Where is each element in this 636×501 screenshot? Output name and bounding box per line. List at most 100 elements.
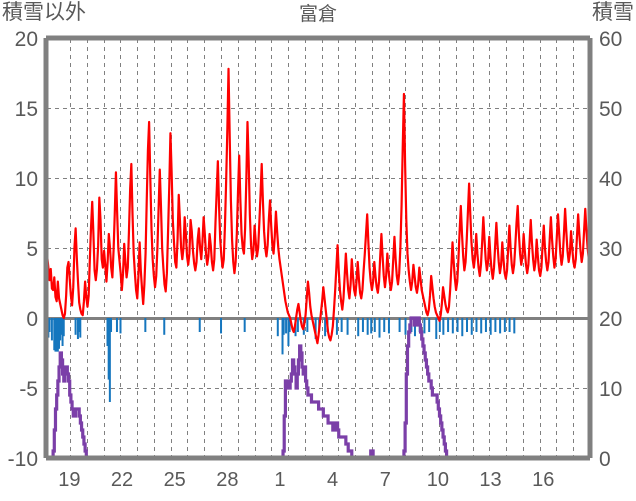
right-tick-label: 0	[599, 448, 611, 471]
x-tick-label: 19	[58, 469, 80, 491]
left-axis-title: 積雪以外	[2, 1, 86, 24]
precipitation-bar	[58, 318, 61, 349]
precipitation-bar	[276, 318, 279, 337]
precipitation-bar	[489, 318, 492, 335]
temperature-path	[44, 67, 592, 345]
x-tick-label: 7	[380, 469, 391, 491]
precipitation-bar	[398, 318, 401, 332]
precipitation-bar	[335, 318, 338, 335]
precipitation-bar	[413, 318, 416, 337]
right-tick-label: 30	[599, 238, 622, 261]
precipitation-bar	[503, 318, 506, 332]
precipitation-bar	[499, 318, 502, 334]
x-tick-label: 1	[274, 469, 285, 491]
x-tick-label: 13	[479, 469, 501, 491]
precipitation-bars	[47, 318, 516, 402]
precipitation-bar	[107, 318, 110, 380]
precipitation-bar	[281, 318, 284, 355]
precipitation-bar	[480, 318, 483, 334]
page-title: 富倉	[298, 4, 337, 25]
precipitation-bar	[288, 318, 291, 332]
temperature-line	[44, 67, 592, 345]
precipitation-bar	[110, 318, 113, 332]
precipitation-bar	[470, 318, 473, 335]
x-tick-label: 16	[532, 469, 554, 491]
precipitation-bar	[484, 318, 487, 332]
precipitation-bar	[50, 318, 53, 341]
precipitation-bar	[370, 318, 373, 334]
precipitation-bar	[513, 318, 516, 334]
precipitation-bar	[466, 318, 469, 332]
x-axis-tick-labels: 19 22 25 28 1 4 7 10 13 16	[58, 469, 554, 491]
left-tick-label: -5	[19, 378, 38, 401]
precipitation-bar	[144, 318, 147, 332]
precipitation-bar	[314, 318, 317, 339]
precipitation-bar	[361, 318, 364, 332]
precipitation-bar	[324, 318, 327, 337]
x-tick-label: 22	[111, 469, 133, 491]
precipitation-bar	[163, 318, 166, 335]
left-tick-label: -10	[8, 448, 38, 471]
left-tick-label: 10	[15, 168, 38, 191]
precipitation-bar	[508, 318, 511, 332]
precipitation-bar	[435, 318, 438, 339]
precipitation-bar	[48, 318, 51, 332]
precipitation-bar	[447, 318, 450, 332]
precipitation-bar	[53, 318, 56, 351]
precipitation-bar	[451, 318, 454, 334]
precipitation-bar	[475, 318, 478, 332]
precipitation-bar	[61, 318, 64, 346]
left-axis-tick-labels: 20 15 10 5 0 -5 -10	[8, 28, 38, 471]
x-tick-label: 4	[327, 469, 338, 491]
right-axis-title: 積雪	[592, 1, 634, 24]
precipitation-bar	[366, 318, 369, 335]
precipitation-bar	[282, 318, 285, 335]
x-tick-label: 25	[164, 469, 186, 491]
precipitation-bar	[74, 318, 77, 335]
right-tick-label: 40	[599, 168, 622, 191]
left-tick-label: 15	[15, 98, 38, 121]
precipitation-bar	[346, 318, 349, 335]
right-tick-label: 10	[599, 378, 622, 401]
precipitation-bar	[115, 318, 118, 332]
precipitation-bar	[404, 318, 407, 335]
precipitation-bar	[438, 318, 441, 332]
precipitation-bar	[108, 318, 111, 402]
precipitation-bar	[357, 318, 360, 337]
right-tick-label: 20	[599, 308, 622, 331]
precipitation-bar	[220, 318, 223, 334]
precipitation-bar	[494, 318, 497, 332]
precipitation-bar	[55, 318, 58, 352]
precipitation-bar	[461, 318, 464, 337]
precipitation-bar	[442, 318, 445, 335]
precipitation-bar	[76, 318, 79, 339]
precipitation-bar	[78, 318, 81, 332]
precipitation-bar	[285, 318, 288, 334]
precipitation-bar	[378, 318, 381, 338]
precipitation-bar	[373, 318, 376, 332]
precipitation-bar	[340, 318, 343, 332]
right-tick-label: 50	[599, 98, 622, 121]
precipitation-bar	[387, 318, 390, 334]
precipitation-bar	[296, 318, 299, 332]
precipitation-bar	[243, 318, 246, 332]
right-axis-tick-labels: 60 50 40 30 20 10 0	[599, 28, 622, 471]
precipitation-bar	[79, 318, 82, 338]
precipitation-bar	[54, 318, 57, 352]
precipitation-bar	[106, 318, 109, 346]
precipitation-bar	[287, 318, 290, 346]
precipitation-bar	[60, 318, 63, 335]
precipitation-bar	[119, 318, 122, 334]
axis-frame	[43, 35, 593, 461]
precipitation-bar	[383, 318, 386, 332]
precipitation-bar	[198, 318, 201, 332]
x-tick-label: 28	[216, 469, 238, 491]
precipitation-bar	[62, 318, 65, 337]
precipitation-bar	[456, 318, 459, 332]
precipitation-bar	[56, 318, 59, 352]
left-tick-label: 20	[15, 28, 38, 51]
right-tick-label: 60	[599, 28, 622, 51]
precipitation-bar	[59, 318, 62, 341]
